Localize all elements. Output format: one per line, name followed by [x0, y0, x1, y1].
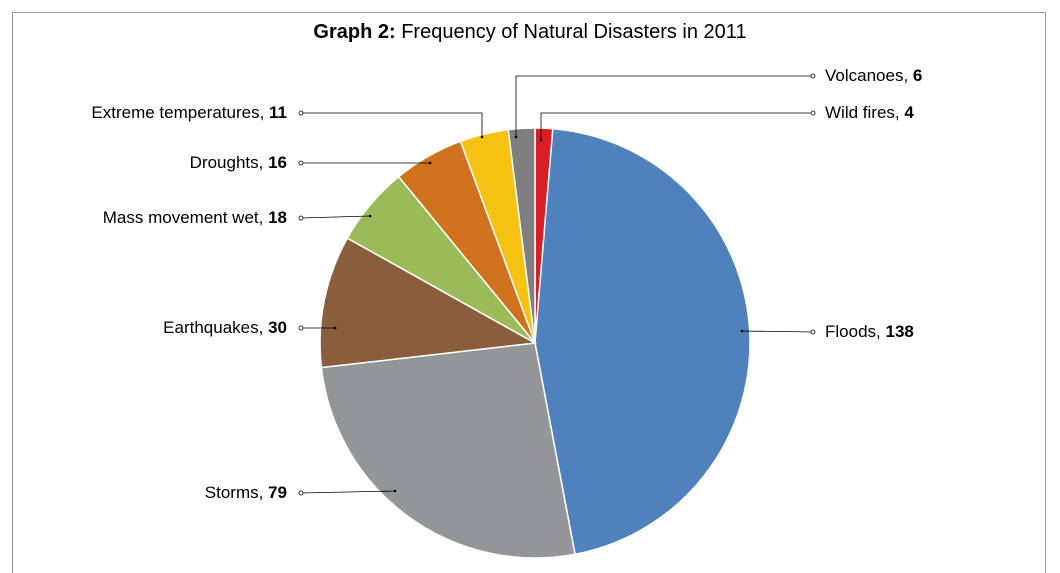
slice-label-name: Storms,	[205, 483, 268, 502]
slice-label-name: Extreme temperatures,	[91, 103, 269, 122]
slice-label-name: Floods,	[825, 322, 885, 341]
slice-label-value: 138	[885, 322, 913, 341]
leader-end-storms	[298, 490, 304, 496]
slice-label-droughts: Droughts, 16	[190, 153, 287, 172]
leader-anchor-wild-fires	[539, 138, 543, 142]
leader-anchor-extreme-temperatures	[480, 135, 484, 139]
slice-label-value: 18	[268, 208, 287, 227]
pie-slice-floods	[534, 127, 751, 556]
chart-title-text: Frequency of Natural Disasters in 2011	[395, 21, 747, 43]
leader-end-floods	[810, 329, 816, 335]
slice-label-earthquakes: Earthquakes, 30	[163, 318, 287, 337]
leader-line-storms	[300, 490, 396, 494]
slice-label-name: Volcanoes,	[825, 66, 913, 85]
slice-label-value: 11	[269, 103, 287, 122]
pie-slice-volcanoes	[507, 127, 536, 344]
slice-label-value: 30	[268, 318, 287, 337]
leader-end-earthquakes	[298, 325, 304, 331]
pie-slice-earthquakes	[319, 237, 538, 369]
leader-line-floods	[741, 330, 814, 333]
slice-label-wild-fires: Wild fires, 4	[825, 103, 914, 122]
leader-anchor-droughts	[428, 161, 432, 165]
leader-end-wild-fires	[810, 110, 816, 116]
chart-title-bold: Graph 2:	[313, 21, 396, 43]
leader-line-wild-fires	[540, 112, 813, 140]
slice-label-value: 4	[904, 103, 914, 122]
leader-line-mass-movement-wet	[300, 215, 371, 219]
slice-label-name: Mass movement wet,	[103, 208, 268, 227]
leader-line-extreme-temperatures	[301, 112, 483, 137]
pie-slice-storms	[320, 342, 576, 559]
slice-label-volcanoes: Volcanoes, 6	[825, 66, 922, 85]
slice-label-value: 16	[268, 153, 287, 172]
leader-line-volcanoes	[515, 75, 813, 137]
slice-label-value: 6	[913, 66, 922, 85]
slice-label-mass-movement-wet: Mass movement wet, 18	[103, 208, 287, 227]
leader-anchor-earthquakes	[333, 326, 337, 330]
slice-label-name: Wild fires,	[825, 103, 904, 122]
slice-label-value: 79	[268, 483, 287, 502]
slice-label-name: Earthquakes,	[163, 318, 268, 337]
leader-end-mass-movement-wet	[298, 215, 304, 221]
slice-label-extreme-temperatures: Extreme temperatures, 11	[91, 103, 287, 122]
slice-label-name: Droughts,	[190, 153, 268, 172]
leader-anchor-mass-movement-wet	[368, 214, 372, 218]
chart-title: Graph 2: Frequency of Natural Disasters …	[0, 21, 1060, 44]
leader-end-extreme-temperatures	[298, 110, 304, 116]
leader-end-volcanoes	[810, 73, 816, 79]
leader-anchor-floods	[740, 329, 744, 333]
leader-anchor-volcanoes	[514, 135, 518, 139]
leader-end-droughts	[298, 160, 304, 166]
slice-label-floods: Floods, 138	[825, 322, 914, 341]
slice-label-storms: Storms, 79	[205, 483, 287, 502]
leader-anchor-storms	[393, 489, 397, 493]
